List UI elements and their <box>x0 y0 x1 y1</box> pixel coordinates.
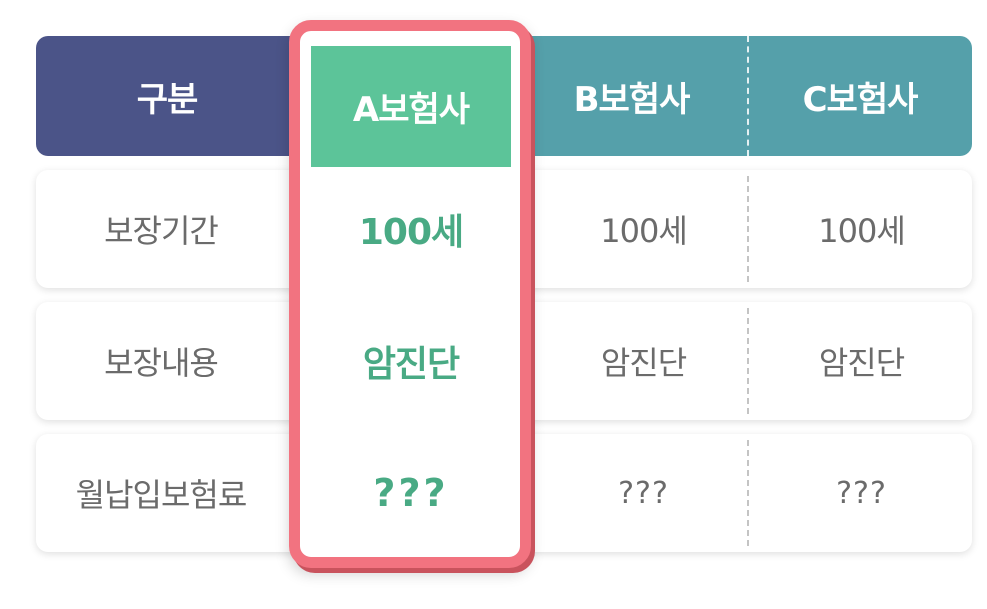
cell-a-coverage-content: 암진단 <box>362 344 460 385</box>
cell-b-monthly-premium: ??? <box>618 475 669 511</box>
header-company-c: C보험사 <box>802 79 919 120</box>
row-divider <box>747 440 749 546</box>
cell-c-monthly-premium: ??? <box>836 475 887 511</box>
row-divider <box>747 176 749 282</box>
row-label-coverage-period: 보장기간 <box>104 212 219 250</box>
header-competitors: B보험사 C보험사 <box>515 36 972 156</box>
cell-c-coverage-period: 100세 <box>818 212 906 250</box>
header-company-a: A보험사 <box>311 46 511 167</box>
cell-a-monthly-premium: ??? <box>373 471 449 515</box>
row-label-coverage-content: 보장내용 <box>104 344 219 382</box>
highlight-frame-company-a: A보험사 100세 암진단 ??? <box>289 20 531 568</box>
header-divider <box>747 36 749 156</box>
row-divider <box>747 308 749 414</box>
cell-b-coverage-period: 100세 <box>600 212 688 250</box>
cell-a-coverage-period: 100세 <box>358 212 464 253</box>
header-company-b: B보험사 <box>573 79 691 120</box>
row-label-monthly-premium: 월납입보험료 <box>75 476 248 514</box>
cell-b-coverage-content: 암진단 <box>600 344 687 382</box>
cell-c-coverage-content: 암진단 <box>818 344 905 382</box>
header-category: 구분 <box>36 36 298 156</box>
